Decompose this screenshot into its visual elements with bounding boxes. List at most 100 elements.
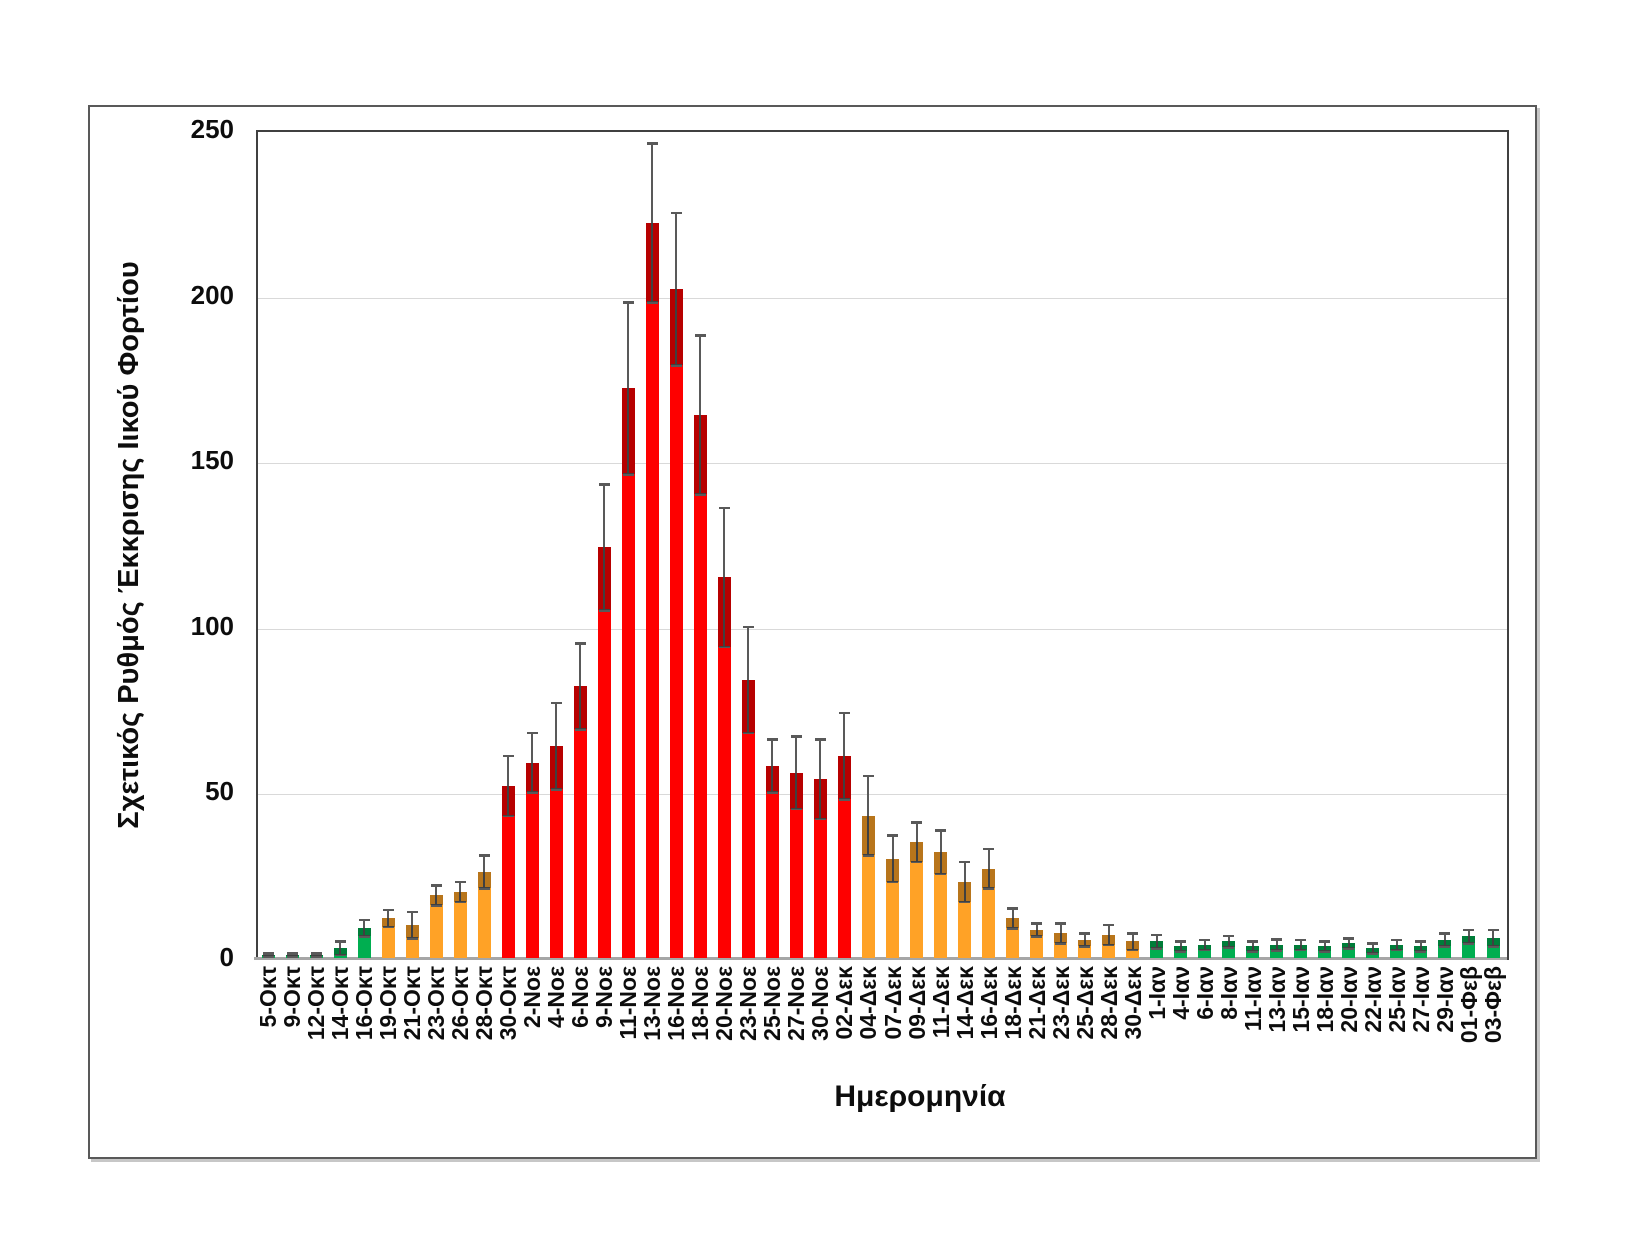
- error-tint-27-Νοε: [789, 772, 803, 809]
- x-tick-label-6-Νοε: 6-Νοε: [567, 966, 594, 1029]
- error-tint-25-Νοε: [765, 765, 779, 793]
- error-bar-cap-top-8-Ιαν: [1223, 934, 1235, 938]
- error-bar-line-14-Οκτ: [339, 941, 342, 955]
- gridline-150: [258, 463, 1507, 465]
- error-bar-cap-bottom-30-Δεκ: [1127, 948, 1139, 952]
- error-bar-cap-bottom-27-Νοε: [790, 807, 802, 811]
- y-tick-label-50: 50: [205, 776, 234, 807]
- x-tick-label-29-Ιαν: 29-Ιαν: [1431, 966, 1458, 1033]
- error-bar-cap-top-13-Ιαν: [1271, 938, 1283, 941]
- error-bar-cap-bottom-8-Ιαν: [1223, 946, 1235, 949]
- x-tick-label-4-Ιαν: 4-Ιαν: [1167, 966, 1194, 1020]
- x-axis-title: Ημερομηνία: [834, 1080, 1006, 1113]
- bar-11-Δεκ: [934, 852, 948, 958]
- error-bar-cap-bottom-18-Δεκ: [1007, 927, 1019, 930]
- x-tick-label-21-Οκτ: 21-Οκτ: [399, 966, 426, 1041]
- error-tint-30-Νοε: [813, 779, 827, 819]
- error-bar-line-15-Ιαν: [1299, 939, 1302, 950]
- error-tint-16-Δεκ: [982, 868, 996, 889]
- error-bar-cap-bottom-02-Δεκ: [838, 798, 850, 801]
- error-tint-28-Οκτ: [477, 871, 491, 889]
- error-tint-26-Οκτ: [453, 891, 467, 902]
- error-bar-cap-bottom-29-Ιαν: [1439, 945, 1451, 948]
- error-tint-27-Ιαν: [1414, 946, 1428, 952]
- error-bar-cap-bottom-18-Ιαν: [1319, 950, 1331, 953]
- error-bar-cap-bottom-6-Ιαν: [1199, 948, 1211, 952]
- error-bar-cap-bottom-18-Νοε: [694, 493, 706, 496]
- error-bar-cap-top-5-Οκτ: [262, 952, 274, 955]
- error-bar-cap-top-20-Νοε: [718, 506, 730, 510]
- error-bar-cap-top-25-Νοε: [766, 738, 778, 741]
- error-tint-22-Ιαν: [1366, 948, 1380, 954]
- error-bar-cap-top-13-Νοε: [646, 142, 658, 145]
- error-bar-line-28-Δεκ: [1107, 924, 1110, 945]
- x-tick-label-07-Δεκ: 07-Δεκ: [879, 966, 906, 1040]
- error-tint-01-Φεβ: [1462, 936, 1476, 944]
- error-bar-cap-bottom-4-Ιαν: [1175, 950, 1187, 953]
- error-bar-cap-bottom-03-Φεβ: [1487, 945, 1499, 948]
- error-tint-19-Οκτ: [381, 918, 395, 927]
- x-tick-label-11-Ιαν: 11-Ιαν: [1239, 966, 1266, 1032]
- x-tick-label-18-Δεκ: 18-Δεκ: [999, 966, 1026, 1040]
- error-bar-cap-bottom-14-Οκτ: [334, 953, 346, 957]
- bar-04-Δεκ: [861, 815, 875, 958]
- bar-13-Νοε: [645, 222, 659, 958]
- plot-area: [256, 130, 1509, 960]
- x-axis-line: [254, 957, 1507, 960]
- error-bar-line-29-Ιαν: [1443, 933, 1446, 947]
- error-bar-cap-bottom-20-Ιαν: [1343, 947, 1355, 950]
- bar-18-Νοε: [693, 414, 707, 958]
- bar-8-Ιαν: [1222, 941, 1236, 958]
- error-bar-cap-top-15-Ιαν: [1295, 938, 1307, 942]
- error-bar-cap-top-1-Ιαν: [1151, 933, 1163, 937]
- error-bar-line-13-Ιαν: [1275, 939, 1278, 951]
- error-bar-cap-top-18-Δεκ: [1007, 907, 1019, 910]
- error-tint-21-Δεκ: [1030, 929, 1044, 937]
- error-bar-line-6-Ιαν: [1203, 939, 1206, 950]
- x-tick-label-5-Οκτ: 5-Οκτ: [255, 966, 281, 1028]
- error-bar-line-9-Οκτ: [291, 953, 294, 957]
- error-tint-11-Νοε: [621, 388, 635, 475]
- error-bar-cap-bottom-4-Νοε: [550, 788, 562, 791]
- error-tint-4-Νοε: [549, 746, 563, 790]
- error-bar-cap-bottom-1-Ιαν: [1151, 947, 1163, 950]
- bar-03-Φεβ: [1486, 938, 1500, 958]
- error-bar-cap-top-29-Ιαν: [1439, 932, 1451, 935]
- error-bar-cap-top-18-Ιαν: [1319, 940, 1331, 943]
- error-bar-line-27-Νοε: [795, 736, 798, 809]
- error-bar-cap-bottom-23-Δεκ: [1055, 942, 1067, 945]
- error-tint-18-Νοε: [693, 414, 707, 495]
- x-tick-label-11-Νοε: 11-Νοε: [615, 966, 642, 1040]
- error-bar-cap-bottom-01-Φεβ: [1463, 942, 1475, 945]
- bar-4-Νοε: [549, 746, 563, 958]
- x-tick-label-4-Νοε: 4-Νοε: [543, 966, 570, 1029]
- x-tick-label-30-Οκτ: 30-Οκτ: [495, 966, 522, 1041]
- bar-9-Νοε: [597, 547, 611, 958]
- gridline-50: [258, 794, 1507, 796]
- bar-16-Δεκ: [982, 868, 996, 958]
- error-tint-30-Οκτ: [501, 785, 515, 816]
- error-bar-line-14-Δεκ: [963, 861, 966, 902]
- error-bar-cap-bottom-11-Νοε: [622, 473, 634, 476]
- error-bar-cap-top-25-Δεκ: [1079, 932, 1091, 935]
- error-tint-03-Φεβ: [1486, 938, 1500, 947]
- error-bar-line-03-Φεβ: [1492, 929, 1494, 947]
- y-tick-label-100: 100: [190, 610, 234, 641]
- x-tick-label-9-Νοε: 9-Νοε: [591, 966, 618, 1029]
- error-tint-8-Ιαν: [1222, 941, 1236, 948]
- error-bar-cap-bottom-9-Νοε: [598, 609, 610, 612]
- error-bar-cap-bottom-11-Ιαν: [1247, 950, 1259, 953]
- x-tick-label-16-Οκτ: 16-Οκτ: [351, 966, 378, 1041]
- error-bar-cap-top-01-Φεβ: [1463, 928, 1475, 932]
- error-bar-cap-bottom-28-Οκτ: [478, 887, 490, 890]
- error-bar-cap-top-19-Οκτ: [382, 908, 394, 912]
- bar-19-Οκτ: [381, 918, 395, 958]
- x-tick-label-03-Φεβ: 03-Φεβ: [1480, 966, 1506, 1044]
- error-bar-cap-bottom-23-Νοε: [742, 731, 754, 735]
- error-bar-line-23-Νοε: [747, 626, 750, 733]
- bar-16-Νοε: [669, 288, 683, 958]
- error-bar-cap-bottom-25-Ιαν: [1391, 948, 1403, 952]
- x-tick-label-14-Οκτ: 14-Οκτ: [327, 966, 354, 1041]
- error-bar-cap-bottom-07-Δεκ: [887, 880, 898, 884]
